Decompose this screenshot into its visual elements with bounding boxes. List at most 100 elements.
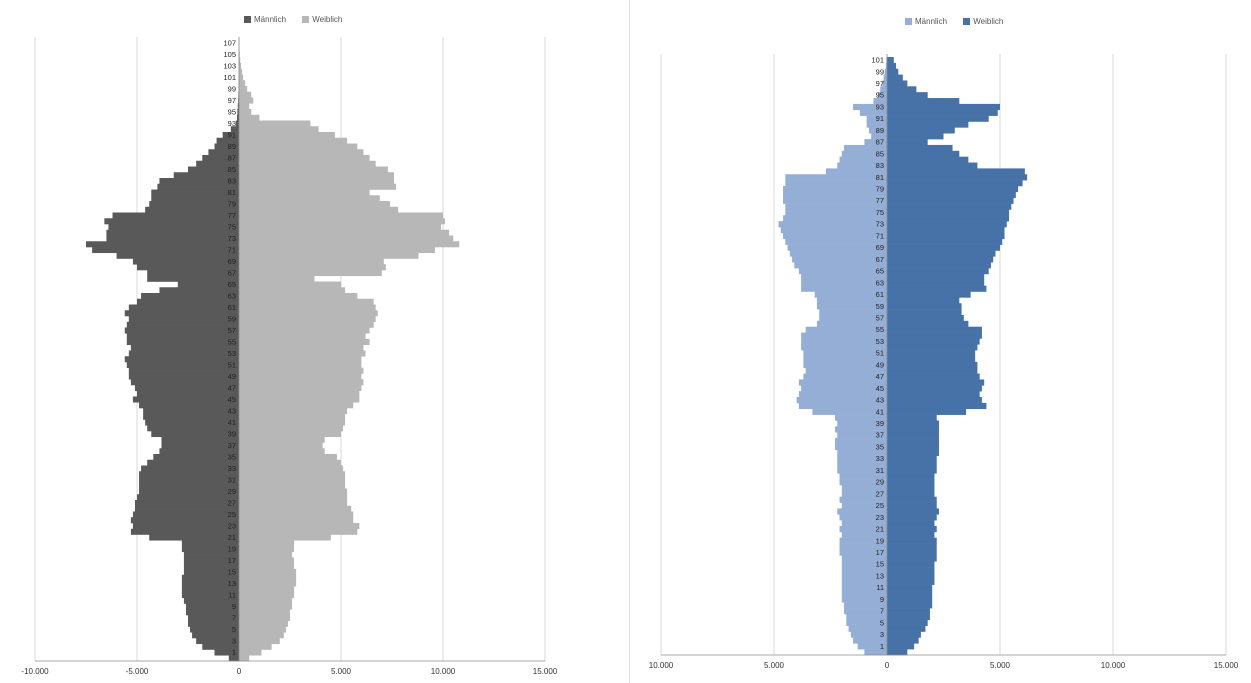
bar-weiblich	[887, 74, 903, 81]
age-tick-label: 19	[228, 544, 236, 553]
age-tick-label: 75	[876, 208, 884, 217]
age-tick-label: 31	[228, 475, 236, 484]
bar-weiblich	[239, 252, 419, 259]
bar-männlich	[181, 592, 239, 599]
bar-weiblich	[887, 227, 1005, 234]
age-tick-label: 91	[876, 114, 884, 123]
bar-weiblich	[239, 569, 297, 576]
bar-weiblich	[239, 488, 348, 495]
bar-männlich	[885, 62, 887, 70]
bar-männlich	[848, 625, 887, 632]
bar-männlich	[837, 467, 887, 474]
bar-weiblich	[239, 97, 254, 104]
bar-männlich	[803, 356, 887, 363]
bar-weiblich	[239, 402, 354, 409]
bar-männlich	[864, 649, 887, 656]
age-tick-label: 95	[876, 91, 884, 100]
age-tick-label: 53	[876, 337, 884, 346]
bar-weiblich	[239, 494, 348, 501]
legend-item-maennlich: Männlich	[244, 15, 286, 24]
bar-weiblich	[239, 80, 246, 87]
bar-weiblich	[887, 156, 969, 163]
bar-männlich	[839, 543, 887, 550]
bar-weiblich	[239, 270, 382, 277]
bar-männlich	[841, 567, 887, 574]
bar-weiblich	[887, 221, 1007, 228]
bar-männlich	[237, 103, 239, 110]
bar-männlich	[844, 144, 887, 152]
age-tick-label: 39	[228, 429, 236, 438]
age-tick-label: 19	[876, 536, 884, 545]
bar-männlich	[126, 362, 239, 369]
bar-männlich	[837, 420, 887, 427]
bar-männlich	[841, 572, 887, 580]
bar-weiblich	[887, 57, 894, 64]
age-tick-label: 81	[228, 188, 236, 197]
bar-weiblich	[887, 215, 1010, 222]
bar-männlich	[128, 316, 239, 323]
bar-männlich	[850, 631, 887, 638]
age-tick-label: 25	[876, 501, 884, 510]
bar-weiblich	[239, 212, 443, 219]
bar-männlich	[124, 327, 239, 334]
bar-männlich	[143, 413, 239, 420]
bar-männlich	[147, 270, 239, 277]
age-tick-label: 43	[876, 396, 884, 405]
bar-männlich	[801, 338, 887, 345]
bar-weiblich	[239, 540, 295, 547]
bar-weiblich	[239, 419, 346, 426]
bar-männlich	[841, 555, 887, 562]
bar-weiblich	[887, 420, 939, 427]
bar-männlich	[149, 201, 239, 208]
bar-weiblich	[887, 549, 937, 556]
bar-weiblich	[239, 603, 293, 610]
bar-weiblich	[887, 408, 967, 415]
age-tick-label: 45	[228, 395, 236, 404]
bar-weiblich	[239, 201, 390, 208]
age-tick-label: 55	[876, 325, 884, 334]
age-tick-label: 67	[228, 268, 236, 277]
bar-männlich	[841, 150, 887, 157]
bar-weiblich	[887, 127, 955, 134]
age-tick-label: 61	[228, 303, 236, 312]
bar-männlich	[183, 563, 239, 570]
bar-weiblich	[239, 643, 272, 650]
bar-weiblich	[887, 555, 937, 562]
bar-weiblich	[239, 632, 284, 639]
bar-weiblich	[887, 537, 937, 544]
bar-weiblich	[887, 385, 982, 392]
age-tick-label: 41	[228, 418, 236, 427]
bar-männlich	[237, 109, 239, 116]
age-tick-label: 89	[228, 142, 236, 151]
x-tick-label: 5.000	[990, 661, 1011, 670]
bar-weiblich	[239, 626, 286, 633]
bar-weiblich	[239, 91, 252, 98]
bar-weiblich	[887, 144, 953, 152]
legend-swatch-weiblich	[302, 16, 310, 23]
bar-männlich	[785, 180, 887, 187]
age-tick-label: 45	[876, 384, 884, 393]
bar-weiblich	[887, 602, 933, 609]
bar-männlich	[839, 479, 887, 486]
bar-männlich	[92, 247, 240, 254]
bar-männlich	[106, 235, 240, 242]
bar-weiblich	[887, 62, 897, 70]
bar-weiblich	[239, 74, 244, 81]
bar-weiblich	[887, 449, 939, 456]
bar-männlich	[882, 80, 887, 87]
bar-männlich	[883, 74, 887, 81]
age-tick-label: 97	[228, 96, 236, 105]
bar-weiblich	[239, 316, 376, 323]
bar-weiblich	[239, 586, 295, 593]
bar-männlich	[124, 356, 239, 363]
bar-männlich	[106, 229, 240, 236]
bar-weiblich	[239, 500, 348, 507]
bar-weiblich	[239, 396, 360, 403]
bar-männlich	[866, 115, 887, 122]
age-tick-label: 11	[876, 583, 884, 592]
age-tick-label: 13	[228, 579, 236, 588]
bar-weiblich	[887, 637, 919, 644]
bar-männlich	[183, 597, 239, 604]
age-tick-label: 31	[876, 466, 884, 475]
bar-weiblich	[887, 232, 1005, 240]
